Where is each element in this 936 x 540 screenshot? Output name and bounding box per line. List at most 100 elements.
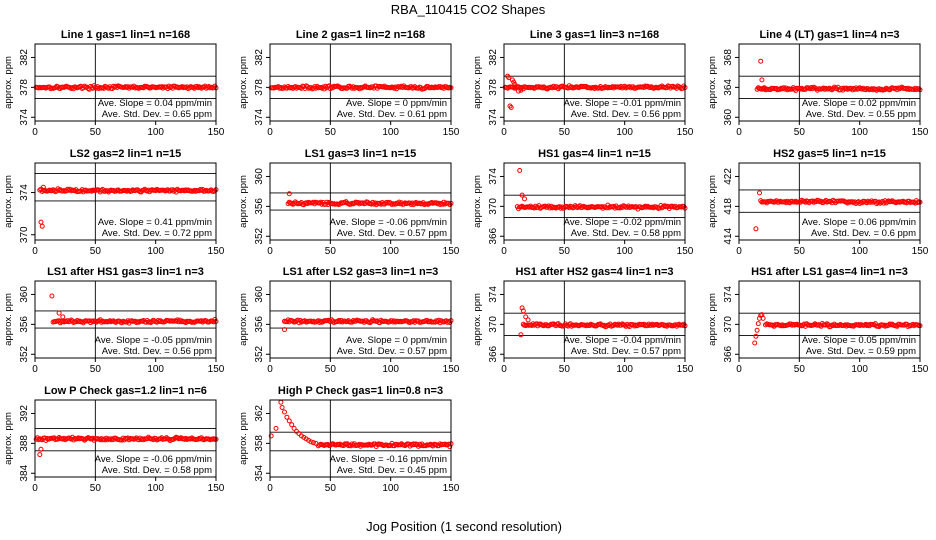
y-tick-label: 388 — [19, 435, 30, 452]
y-tick-label: 366 — [488, 345, 499, 362]
slope-annotation: Ave. Slope = -0.01 ppm/min — [564, 98, 681, 109]
std-dev-annotation: Ave. Std. Dev. = 0.56 ppm — [102, 346, 212, 357]
slope-annotation: Ave. Slope = 0.41 ppm/min — [98, 217, 212, 228]
slope-annotation: Ave. Slope = 0 ppm/min — [346, 98, 447, 109]
y-axis-label: approx. ppm — [238, 175, 249, 228]
x-tick-label: 0 — [32, 364, 38, 375]
panel-grid: Line 1 gas=1 lin=1 n=168 approx. ppm 374 37… — [3, 29, 929, 494]
data-point — [447, 444, 453, 450]
y-tick-label: 364 — [723, 79, 734, 96]
x-tick-label: 0 — [501, 246, 507, 257]
panel: LS1 after LS2 gas=3 lin=1 n=3 approx. ppm… — [238, 266, 460, 375]
x-tick-label: 150 — [912, 364, 929, 375]
plot-frame — [269, 399, 452, 478]
x-tick-label: 100 — [147, 127, 164, 138]
data-point — [525, 317, 531, 323]
x-tick-label: 50 — [794, 364, 806, 375]
data-point — [816, 198, 822, 204]
std-dev-annotation: Ave. Std. Dev. = 0.55 ppm — [806, 109, 916, 120]
x-tick-label: 100 — [147, 364, 164, 375]
data-point — [508, 105, 514, 110]
std-dev-annotation: Ave. Std. Dev. = 0.61 ppm — [337, 109, 447, 120]
x-tick-label: 100 — [851, 364, 868, 375]
data-point — [759, 77, 765, 83]
panel: HS1 gas=4 lin=1 n=15 approx. ppm 366 370 374… — [472, 148, 694, 257]
y-tick-label: 384 — [19, 464, 30, 481]
panel-title: LS1 after HS1 gas=3 lin=1 n=3 — [47, 266, 204, 278]
y-tick-label: 378 — [254, 79, 265, 96]
x-tick-label: 100 — [382, 127, 399, 138]
data-point — [656, 85, 661, 91]
data-point — [39, 223, 45, 229]
data-point — [889, 321, 895, 327]
panel: HS1 after HS2 gas=4 lin=1 n=3 approx. ppm… — [472, 266, 694, 375]
x-tick-label: 50 — [90, 246, 102, 257]
data-point — [82, 83, 87, 89]
y-tick-label: 352 — [254, 345, 265, 362]
x-tick-label: 50 — [325, 246, 337, 257]
data-point — [56, 310, 62, 316]
y-axis-label: approx. ppm — [3, 293, 14, 346]
y-axis-label: approx. ppm — [472, 293, 483, 346]
data-point — [518, 87, 524, 93]
panel: HS2 gas=5 lin=1 n=15 approx. ppm 414 418 422… — [707, 148, 929, 257]
data-point — [289, 422, 295, 428]
panel-title: HS1 after HS2 gas=4 lin=1 n=3 — [515, 266, 673, 278]
figure-title: RBA_110415 CO2 Shapes — [391, 2, 546, 17]
panel-title: High P Check gas=1 lin=0.8 n=3 — [278, 385, 443, 397]
x-tick-label: 50 — [794, 246, 806, 257]
y-tick-label: 370 — [488, 198, 499, 215]
panel-title: Line 2 gas=1 lin=2 n=168 — [296, 29, 425, 41]
x-tick-label: 50 — [559, 246, 571, 257]
y-axis-label: approx. ppm — [472, 56, 483, 109]
data-point — [522, 196, 527, 202]
std-dev-annotation: Ave. Std. Dev. = 0.65 ppm — [102, 109, 212, 120]
y-tick-label: 370 — [723, 316, 734, 333]
x-tick-label: 0 — [267, 483, 273, 494]
data-point — [295, 317, 301, 323]
slope-annotation: Ave. Slope = 0.05 ppm/min — [802, 335, 916, 346]
x-tick-label: 150 — [677, 364, 694, 375]
panel-title: HS2 gas=5 lin=1 n=15 — [773, 148, 886, 160]
x-tick-label: 150 — [443, 483, 460, 494]
x-tick-label: 50 — [559, 127, 571, 138]
x-tick-label: 0 — [736, 127, 742, 138]
x-tick-label: 100 — [616, 364, 633, 375]
y-tick-label: 370 — [488, 316, 499, 333]
data-point — [757, 190, 762, 196]
x-tick-label: 150 — [912, 127, 929, 138]
y-axis-label: approx. ppm — [238, 293, 249, 346]
x-tick-label: 0 — [501, 364, 507, 375]
panel: HS1 after LS1 gas=4 lin=1 n=3 approx. ppm… — [707, 266, 929, 375]
y-tick-label: 356 — [254, 198, 265, 215]
data-point — [212, 188, 218, 194]
y-tick-label: 418 — [723, 198, 734, 215]
x-tick-label: 0 — [736, 364, 742, 375]
panel: High P Check gas=1 lin=0.8 n=3 approx. pp… — [238, 385, 460, 494]
std-dev-annotation: Ave. Std. Dev. = 0.58 ppm — [571, 228, 681, 239]
data-point — [60, 314, 66, 320]
data-point — [313, 440, 319, 446]
y-axis-label: approx. ppm — [3, 56, 14, 109]
panel: Line 4 (LT) gas=1 lin=4 n=3 approx. ppm 36… — [707, 29, 929, 138]
panel: Low P Check gas=1.2 lin=1 n=6 approx. ppm… — [3, 385, 225, 494]
x-tick-label: 0 — [267, 127, 273, 138]
panel-title: LS1 gas=3 lin=1 n=15 — [305, 148, 417, 160]
y-tick-label: 358 — [254, 435, 265, 452]
x-tick-label: 50 — [90, 483, 102, 494]
panel: LS2 gas=2 lin=1 n=15 approx. ppm 370 374 0 50… — [3, 148, 225, 257]
data-point — [512, 81, 518, 87]
x-tick-label: 100 — [382, 246, 399, 257]
y-tick-label: 374 — [488, 108, 499, 125]
plot-frame — [34, 399, 217, 478]
data-point — [752, 340, 758, 346]
y-axis-label: approx. ppm — [3, 412, 14, 465]
x-tick-label: 150 — [443, 246, 460, 257]
data-point — [329, 317, 334, 323]
y-axis-label: approx. ppm — [3, 175, 14, 228]
figure-x-axis-label: Jog Position (1 second resolution) — [366, 519, 562, 534]
x-tick-label: 50 — [559, 364, 571, 375]
plot-frame — [269, 280, 452, 359]
panel: Line 2 gas=1 lin=2 n=168 approx. ppm 374 37… — [238, 29, 460, 138]
data-point — [617, 205, 623, 211]
